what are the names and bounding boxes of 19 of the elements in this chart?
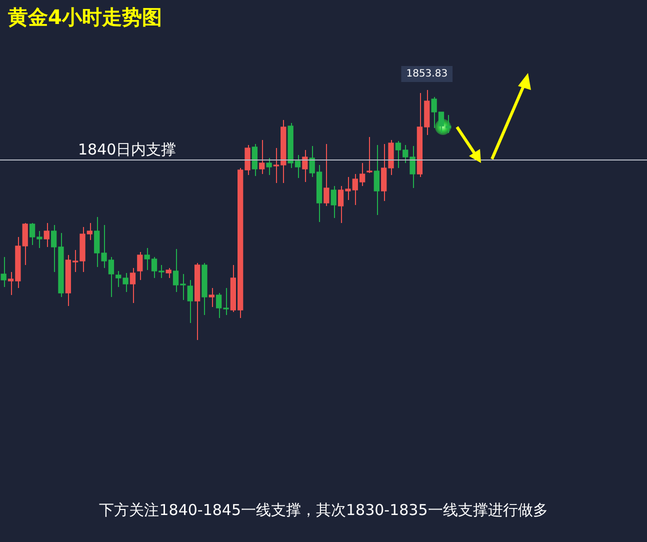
- candlestick: [208, 288, 214, 308]
- candlestick: [266, 158, 272, 176]
- candlestick: [130, 268, 136, 304]
- annotation: 1853.83: [406, 68, 448, 80]
- text: 下方关注1840-1845一线支撑，其次1830-1835一线支撑进行做多: [98, 501, 549, 520]
- chart-title: 黄金4小时走势图: [8, 4, 162, 31]
- candlestick: [137, 252, 143, 280]
- candlestick: [187, 280, 193, 324]
- candlestick: [366, 136, 372, 174]
- candlestick: [302, 150, 308, 182]
- candlestick: [252, 144, 258, 176]
- candlestick: [44, 222, 50, 248]
- candlestick: [374, 144, 380, 216]
- candlestick: [166, 268, 172, 278]
- candlestick: [0, 256, 6, 288]
- candlestick: [330, 186, 336, 218]
- ref-line-label: 1840日内支撑: [78, 140, 176, 158]
- candlestick: [259, 140, 265, 174]
- candlestick: [324, 144, 330, 206]
